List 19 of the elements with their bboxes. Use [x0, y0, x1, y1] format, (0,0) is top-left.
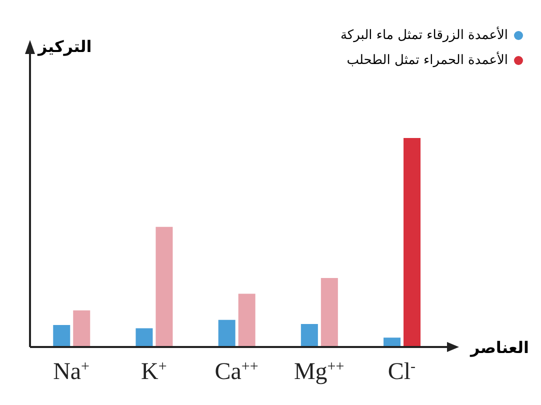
text: التركيز [37, 37, 92, 56]
x-tick-label: K$^{+}$ [140, 359, 167, 385]
x-tick-label: Mg$^{++}$ [294, 359, 344, 385]
bar [156, 226, 173, 347]
bar [384, 338, 401, 347]
bar [136, 328, 153, 347]
bar [73, 310, 90, 347]
x-axis-title: العناصر [470, 338, 529, 357]
x-tick-label: Na$^{+}$ [53, 359, 90, 385]
bar [404, 138, 421, 347]
legend-label: الأعمدة الزرقاء تمثل ماء البركة [340, 28, 508, 43]
bar [238, 294, 256, 347]
bar [218, 320, 236, 347]
x-tick-label: Ca$^{++}$ [214, 359, 258, 385]
bar [300, 324, 318, 347]
x-tick-label: Cl$^{-}$ [388, 359, 416, 385]
legend-label: الأعمدة الحمراء تمثل الطحلب [346, 53, 508, 68]
bar [320, 278, 338, 347]
bar [53, 325, 70, 347]
